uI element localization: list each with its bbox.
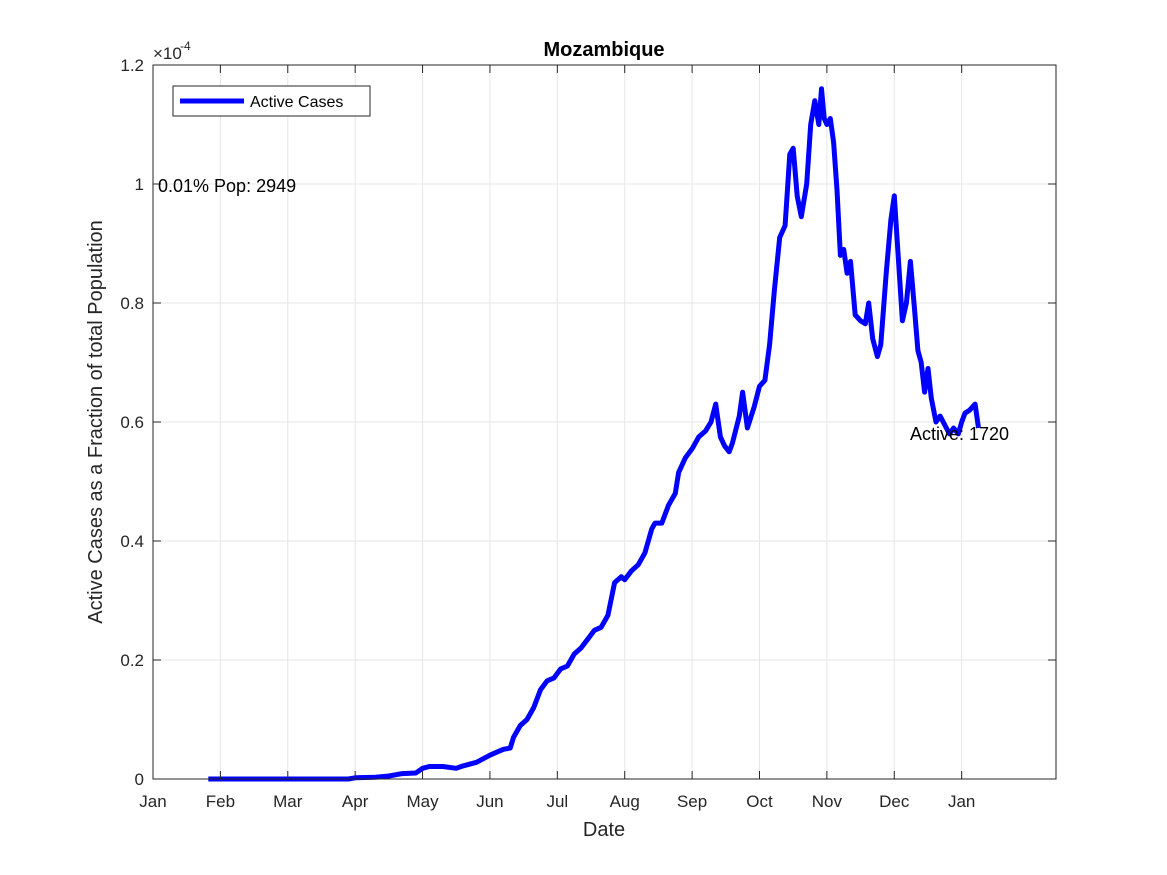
x-tick-label: Oct: [746, 792, 773, 811]
x-tick-label: Jan: [948, 792, 975, 811]
y-tick-label: 0.6: [120, 413, 144, 432]
y-tick-label: 1.2: [120, 56, 144, 75]
x-tick-label: Jul: [546, 792, 568, 811]
y-exponent: ×10 -4: [153, 39, 191, 63]
pop-annotation: 0.01% Pop: 2949: [158, 176, 296, 196]
x-tick-label: May: [406, 792, 439, 811]
x-tick-label: Sep: [677, 792, 707, 811]
x-tick-label: Aug: [610, 792, 640, 811]
x-tick-label: Feb: [206, 792, 235, 811]
y-tick-label: 0.4: [120, 532, 144, 551]
y-exponent-power: -4: [180, 39, 191, 53]
y-tick-label: 0.2: [120, 651, 144, 670]
series-layer: [208, 86, 981, 782]
x-tick-label: Nov: [812, 792, 843, 811]
x-tick-label: Dec: [879, 792, 910, 811]
y-tick-label: 0.8: [120, 294, 144, 313]
x-tick-label: Mar: [273, 792, 303, 811]
y-tick-label: 1: [135, 175, 144, 194]
series-line-active-cases: [208, 86, 981, 782]
y-axis-label: Active Cases as a Fraction of total Popu…: [85, 220, 107, 624]
x-tick-label: Jan: [139, 792, 166, 811]
x-axis-label: Date: [583, 819, 625, 841]
y-exponent-base: ×10: [153, 44, 182, 63]
legend-label: Active Cases: [250, 94, 343, 111]
chart-title: Mozambique: [543, 39, 664, 61]
y-tick-label: 0: [135, 770, 144, 789]
legend: Active Cases: [172, 85, 371, 117]
x-tick-label: Jun: [476, 792, 503, 811]
active-annotation: Active: 1720: [910, 424, 1009, 444]
tick-layer: 0 0.2 0.4 0.6 0.8 1 1.2 Jan Feb Mar Apr May Jun Jul Au…: [120, 56, 1056, 811]
x-tick-label: Apr: [342, 792, 369, 811]
